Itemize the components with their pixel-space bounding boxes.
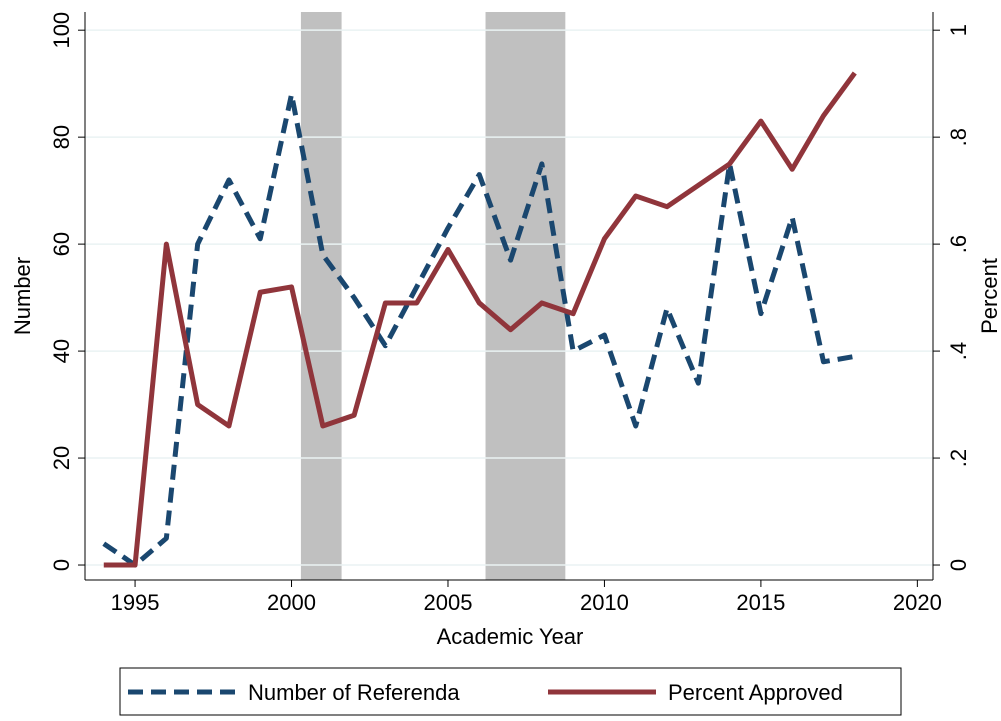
y-tick-label: 60	[49, 232, 74, 256]
y2-tick-label: .4	[946, 342, 971, 360]
legend-box	[119, 667, 902, 716]
legend-label: Percent Approved	[668, 680, 843, 705]
y2-tick-label: .2	[946, 449, 971, 467]
y-tick-label: 100	[49, 12, 74, 49]
x-tick-label: 2015	[736, 590, 785, 615]
y2-axis-title: Percent	[977, 258, 1001, 334]
y-axis-title: Number	[10, 257, 35, 335]
y-tick-label: 0	[49, 559, 74, 571]
y-tick-label: 20	[49, 446, 74, 470]
shaded-region	[300, 12, 342, 580]
x-axis-title: Academic Year	[437, 624, 584, 649]
shaded-region	[485, 12, 566, 580]
x-tick-label: 2020	[893, 590, 942, 615]
x-tick-label: 2005	[424, 590, 473, 615]
y2-tick-label: 0	[946, 559, 971, 571]
series-line	[102, 91, 856, 568]
y2-tick-label: 1	[946, 24, 971, 36]
y-tick-label: 80	[49, 125, 74, 149]
x-tick-label: 2000	[267, 590, 316, 615]
x-tick-label: 1995	[111, 590, 160, 615]
x-tick-label: 2010	[580, 590, 629, 615]
y2-tick-label: .6	[946, 235, 971, 253]
y-tick-label: 40	[49, 339, 74, 363]
series-line	[103, 71, 857, 568]
legend-label: Number of Referenda	[248, 680, 460, 705]
y2-tick-label: .8	[946, 128, 971, 146]
